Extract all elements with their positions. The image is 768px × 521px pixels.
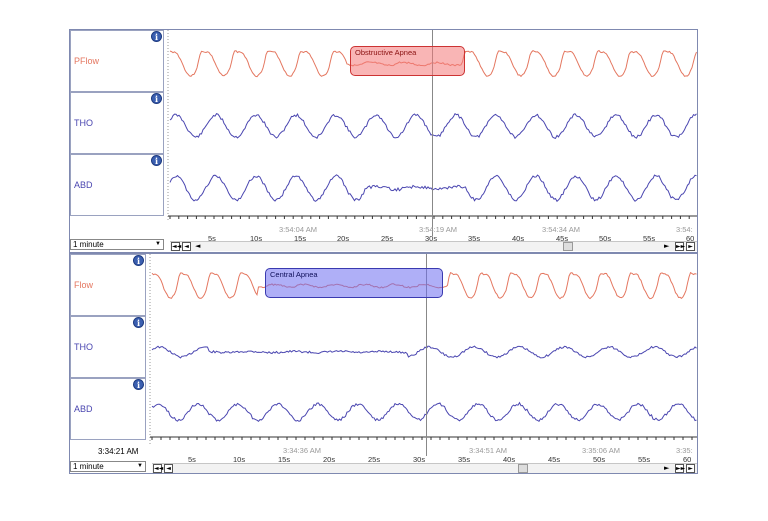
time-window-value: 1 minute [73,240,104,249]
bottom-panel: Flow i THO i ABD i 3:34:21 AM 1 minute ▼… [69,253,698,474]
time-window-select[interactable]: 1 minute ▼ [70,239,164,250]
channel-name: THO [74,118,93,128]
prev-page-button[interactable]: ◄ [164,464,173,473]
timestamp-label: 3:54:19 AM [419,225,457,234]
waveform-tho [151,345,697,359]
info-icon[interactable]: i [133,317,144,328]
scroll-right-arrow[interactable]: ► [664,242,670,250]
channel-label-tho[interactable]: THO i [70,92,164,154]
channel-label-abd[interactable]: ABD i [70,378,146,440]
channel-name: THO [74,342,93,352]
tick-label: 50s [593,455,606,464]
tick-label: 5s [208,234,216,243]
channel-label-tho[interactable]: THO i [70,316,146,378]
tick-label: 10s [250,234,263,243]
tick-label: 15s [294,234,307,243]
channel-label-abd[interactable]: ABD i [70,154,164,216]
tick-label: 20s [323,455,336,464]
annotation-label: Central Apnea [270,270,318,279]
time-cursor [426,254,427,456]
info-icon[interactable]: i [151,31,162,42]
time-window-select[interactable]: 1 minute ▼ [70,461,146,472]
time-axis-labels: 3:54:04 AM 3:54:19 AM 3:54:34 AM 3:54: 5… [166,225,697,245]
prev-page-button[interactable]: ◄ [182,242,191,251]
info-icon[interactable]: i [133,379,144,390]
timestamp-label: 3:34:51 AM [469,446,507,455]
chevron-down-icon: ▼ [155,241,161,247]
last-page-button[interactable]: ► [686,242,695,251]
channel-label-pflow[interactable]: PFlow i [70,30,164,92]
channel-label-flow[interactable]: Flow i [70,254,146,316]
tick-label: 40s [503,455,516,464]
tick-label: 60 [683,455,692,464]
timestamp-label: 3:54: [676,225,693,234]
tick-label: 45s [548,455,561,464]
channel-name: ABD [74,404,93,414]
channel-name: Flow [74,280,94,290]
tick-label: 40s [512,234,525,243]
waveform-tho [169,112,697,140]
info-icon[interactable]: i [151,93,162,104]
annotation-obstructive-apnea[interactable]: Obstructive Apnea [350,46,465,76]
time-scrollbar[interactable]: ◄◄ ◄ ◄ ► ►► ► [170,241,697,251]
tick-label: 25s [381,234,394,243]
scroll-thumb[interactable] [563,242,573,251]
tick-label: 35s [458,455,471,464]
tick-marks [169,216,690,219]
time-window-value: 1 minute [73,462,104,471]
next-page-button[interactable]: ►► [675,242,686,251]
tick-label: 45s [556,234,569,243]
waveform-abd [169,174,697,203]
tick-label: 25s [368,455,381,464]
tick-label: 55s [638,455,651,464]
last-page-button[interactable]: ► [686,464,695,473]
scroll-right-arrow[interactable]: ► [664,464,670,472]
next-page-button[interactable]: ►► [675,464,686,473]
annotation-central-apnea[interactable]: Central Apnea [265,268,443,298]
info-icon[interactable]: i [151,155,162,166]
channel-name: PFlow [74,56,100,66]
first-page-button[interactable]: ◄◄ [171,242,182,251]
tick-label: 55s [643,234,656,243]
tick-label: 20s [337,234,350,243]
current-time-label: 3:34:21 AM [98,447,139,456]
time-cursor [432,30,433,236]
scroll-left-arrow[interactable]: ◄ [195,242,201,250]
tick-marks [151,437,693,440]
tick-label: 50s [599,234,612,243]
chevron-down-icon: ▼ [137,463,143,469]
time-scrollbar[interactable]: ◄◄ ◄ ► ►► ► [152,463,697,473]
timestamp-label: 3:54:04 AM [279,225,317,234]
channel-name: ABD [74,180,93,190]
info-icon[interactable]: i [133,255,144,266]
top-panel: PFlow i THO i ABD i 1 minute ▼ Obstructi… [69,29,698,253]
timestamp-label: 3:54:34 AM [542,225,580,234]
tick-label: 15s [278,455,291,464]
timestamp-label: 3:35:06 AM [582,446,620,455]
time-axis-labels: 3:34:36 AM 3:34:51 AM 3:35:06 AM 3:35: 5… [148,446,697,466]
tick-label: 5s [188,455,196,464]
tick-label: 60 [686,234,695,243]
annotation-label: Obstructive Apnea [355,48,417,57]
waveform-abd [151,401,697,423]
scroll-thumb[interactable] [518,464,528,473]
first-page-button[interactable]: ◄◄ [153,464,164,473]
timestamp-label: 3:35: [676,446,693,455]
tick-label: 30s [413,455,426,464]
timestamp-label: 3:34:36 AM [283,446,321,455]
tick-label: 30s [425,234,438,243]
tick-label: 10s [233,455,246,464]
tick-label: 35s [468,234,481,243]
